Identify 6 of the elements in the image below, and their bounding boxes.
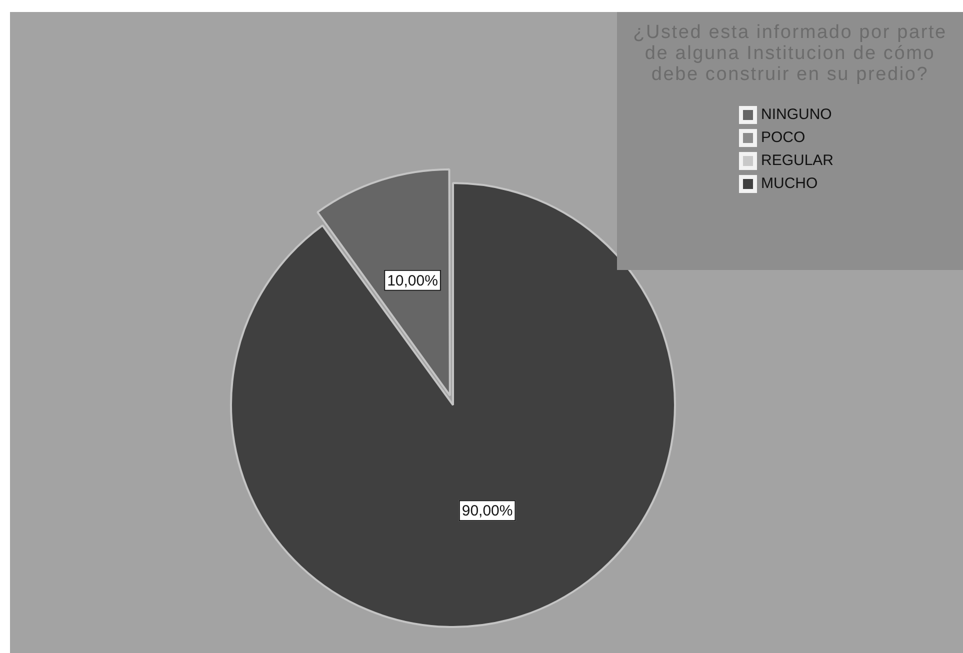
legend-label: MUCHO: [761, 175, 818, 192]
data-label: 90,00%: [462, 502, 513, 520]
legend-label: REGULAR: [761, 152, 834, 169]
data-label: 10,00%: [387, 272, 438, 290]
legend-label: POCO: [761, 129, 806, 146]
legend-label: NINGUNO: [761, 106, 832, 123]
